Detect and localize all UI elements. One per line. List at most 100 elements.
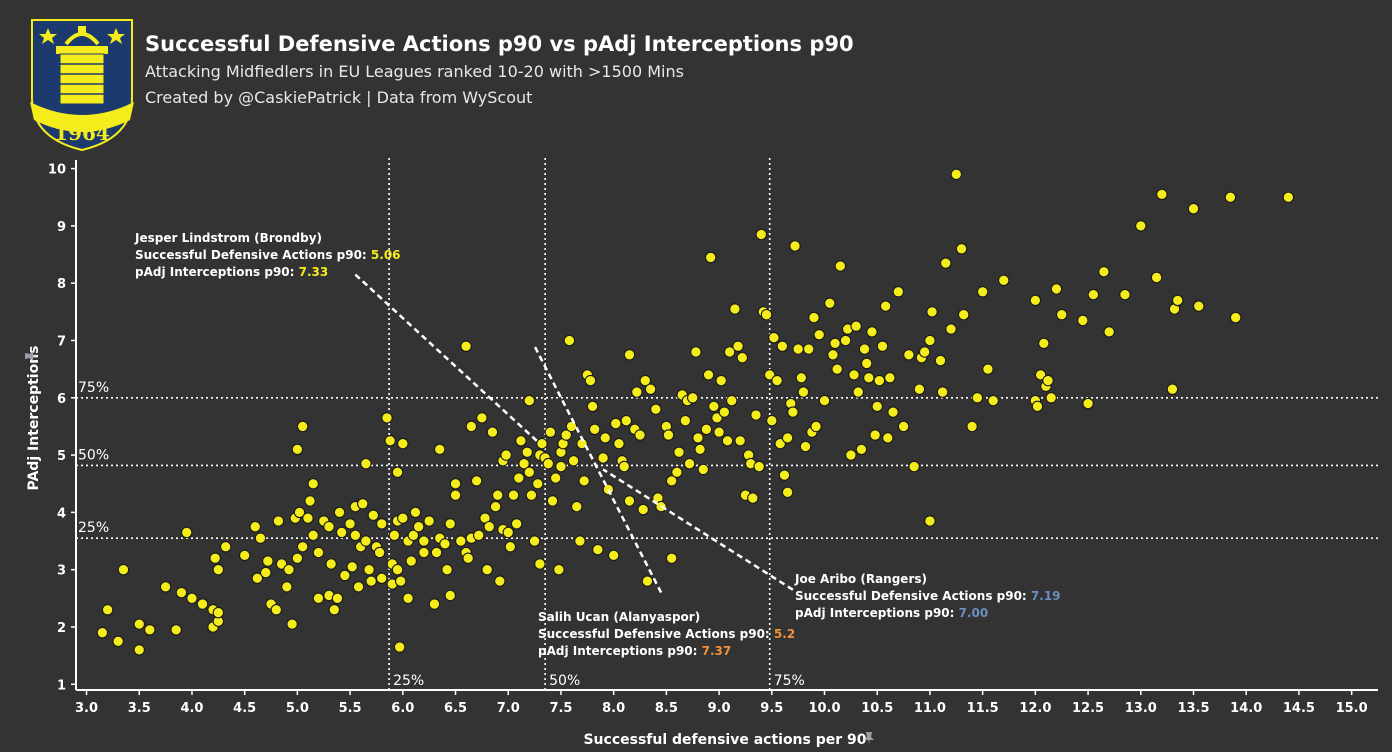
data-point: [879, 300, 892, 312]
data-point: [623, 495, 636, 507]
brondby-logo: 1964: [30, 19, 134, 152]
data-point: [924, 334, 936, 347]
data-point: [553, 563, 565, 576]
data-point: [328, 604, 341, 616]
data-point: [219, 541, 232, 553]
data-point: [504, 541, 517, 553]
data-point: [926, 306, 938, 318]
data-point: [768, 331, 780, 344]
y-tick-label: 7: [57, 334, 66, 349]
data-point: [734, 435, 746, 447]
data-point: [1166, 383, 1179, 395]
data-point: [876, 340, 889, 352]
annotation-line: Successful Defensive Actions p90: 5.06: [135, 248, 401, 262]
data-point: [641, 575, 654, 587]
data-point: [523, 394, 536, 407]
data-point: [418, 546, 430, 559]
data-point: [753, 460, 765, 473]
data-point: [307, 477, 319, 490]
data-point: [574, 535, 586, 547]
chart-title: Successful Defensive Actions p90 vs pAdj…: [145, 32, 854, 56]
x-tick-label: 13.0: [1125, 701, 1157, 716]
data-point: [388, 529, 401, 542]
data-point: [736, 351, 749, 364]
data-point: [1229, 311, 1242, 324]
data-point: [238, 549, 251, 562]
data-point: [363, 563, 375, 576]
data-point: [412, 520, 425, 533]
data-point: [1045, 392, 1057, 404]
data-point: [175, 586, 188, 599]
data-point: [982, 363, 994, 375]
x-tick-label: 14.0: [1230, 701, 1262, 716]
data-point: [713, 426, 725, 438]
data-point: [1103, 326, 1115, 338]
data-point: [302, 512, 314, 524]
data-point: [307, 529, 319, 542]
data-point: [286, 618, 298, 630]
data-point: [1135, 220, 1147, 232]
annotation-line: pAdj Interceptions p90: 7.33: [135, 265, 328, 279]
data-point: [918, 346, 931, 358]
y-tick-label: 4: [57, 506, 66, 521]
y-tick-label: 1: [57, 678, 66, 693]
data-point: [251, 572, 264, 585]
data-point: [1077, 314, 1089, 327]
data-point: [481, 563, 493, 576]
data-point: [810, 420, 822, 433]
x-tick-label: 11.5: [967, 701, 999, 716]
data-point: [584, 374, 597, 387]
data-point: [808, 311, 820, 324]
data-point: [913, 383, 926, 395]
data-point: [423, 515, 435, 527]
data-point: [249, 520, 261, 533]
data-point: [639, 374, 652, 387]
data-point: [534, 558, 546, 570]
x-tick-label: 4.5: [233, 701, 256, 716]
data-point: [1171, 294, 1184, 307]
x-tick-label: 3.0: [75, 701, 98, 716]
data-point: [778, 469, 791, 481]
data-point: [344, 518, 356, 530]
data-point: [483, 520, 496, 533]
data-point: [829, 337, 841, 350]
data-point: [871, 400, 883, 413]
data-point: [873, 374, 886, 387]
data-point: [863, 371, 875, 384]
annotation-value: 5.06: [371, 248, 401, 262]
data-point: [1031, 400, 1044, 413]
data-point: [518, 457, 530, 470]
annotation-line: Successful Defensive Actions p90: 5.2: [538, 627, 795, 641]
data-point: [845, 449, 857, 461]
data-point: [563, 334, 576, 347]
data-point: [592, 543, 604, 556]
data-point: [405, 555, 418, 567]
data-point: [283, 563, 295, 576]
data-point: [971, 392, 984, 404]
data-point: [955, 243, 968, 255]
data-point: [940, 257, 952, 269]
data-point: [692, 432, 704, 444]
data-point: [323, 520, 335, 533]
data-point: [346, 561, 358, 573]
data-point: [476, 412, 488, 424]
data-point: [723, 346, 736, 358]
data-point: [957, 308, 970, 321]
data-point: [510, 518, 523, 530]
data-point: [694, 443, 706, 456]
data-point: [397, 512, 409, 524]
data-point: [620, 414, 633, 427]
data-point: [312, 546, 325, 559]
data-point: [884, 371, 896, 384]
data-point: [634, 429, 646, 441]
data-point: [610, 417, 622, 430]
data-point: [502, 526, 514, 539]
data-point: [546, 495, 559, 507]
x-tick-label: 8.5: [655, 701, 678, 716]
x-percentile-label: 25%: [393, 673, 424, 689]
data-point: [304, 495, 316, 507]
data-point: [771, 374, 783, 387]
data-point: [196, 598, 209, 610]
annotation-line: pAdj Interceptions p90: 7.37: [538, 644, 731, 658]
data-point: [486, 426, 499, 438]
